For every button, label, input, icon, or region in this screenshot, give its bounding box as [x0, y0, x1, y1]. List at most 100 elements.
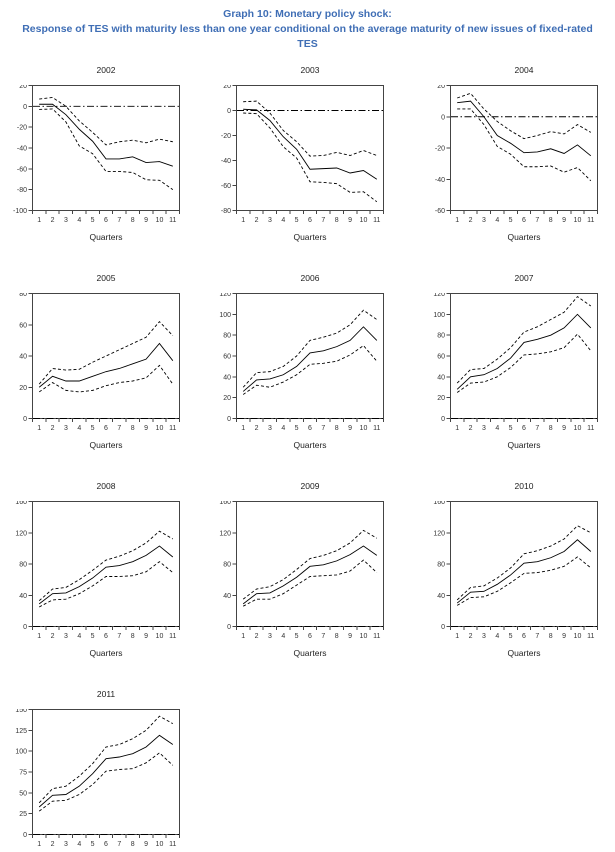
x-tick-label: 1 [455, 425, 459, 432]
plot-border [450, 501, 598, 627]
x-tick-label: 6 [522, 217, 526, 224]
x-tick-label: 11 [373, 425, 380, 432]
x-axis-label: Quarters [507, 440, 541, 450]
x-tick-label: 11 [587, 633, 594, 640]
x-tick-label: 10 [156, 841, 164, 848]
x-tick-label: 5 [509, 425, 513, 432]
x-tick-label: 10 [574, 425, 582, 432]
x-tick-label: 7 [535, 425, 539, 432]
y-tick-label: 0 [23, 104, 27, 111]
x-tick-label: 8 [131, 841, 135, 848]
y-tick-label: 160 [433, 501, 445, 506]
chart-svg-2009: 160 120 80 40 0 1 2 3 4 5 6 7 8 9 10 11 [219, 501, 384, 640]
x-tick-label: 10 [574, 633, 582, 640]
series-lower_band [457, 108, 592, 182]
x-tick-label: 2 [469, 217, 473, 224]
chart-year-title: 2011 [96, 689, 116, 699]
x-tick-label: 3 [64, 633, 68, 640]
x-tick-label: 4 [77, 217, 81, 224]
y-tick-label: 40 [437, 593, 445, 600]
y-tick-label: 120 [433, 293, 445, 298]
x-tick-label: 9 [348, 425, 352, 432]
y-tick-label: 20 [19, 85, 27, 90]
series-upper_band [456, 296, 592, 384]
x-tick-label: 2 [255, 217, 259, 224]
plot-border [32, 709, 180, 835]
plot-border [32, 85, 180, 211]
x-tick-label: 1 [241, 633, 245, 640]
x-tick-label: 11 [169, 425, 176, 432]
series-response [39, 103, 173, 167]
y-tick-label: -40 [17, 146, 27, 153]
x-tick-label: 8 [131, 217, 135, 224]
x-tick-label: 8 [335, 217, 339, 224]
x-tick-label: 10 [574, 217, 582, 224]
x-tick-label: 6 [104, 425, 108, 432]
x-tick-label: 4 [77, 633, 81, 640]
series-upper_band [457, 92, 592, 140]
y-tick-label: 0 [227, 108, 231, 115]
x-tick-label: 6 [104, 217, 108, 224]
y-tick-label: 40 [223, 374, 231, 381]
x-tick-label: 2 [469, 425, 473, 432]
y-tick-label: -20 [435, 146, 445, 153]
y-tick-label: 0 [227, 624, 231, 631]
x-tick-label: 7 [535, 217, 539, 224]
y-tick-label: 80 [19, 562, 27, 569]
x-tick-label: 8 [549, 217, 553, 224]
x-tick-label: 11 [169, 841, 176, 848]
x-tick-label: 3 [268, 633, 272, 640]
x-tick-label: 3 [482, 425, 486, 432]
y-tick-label: 0 [441, 114, 445, 121]
x-tick-label: 5 [509, 633, 513, 640]
y-tick-label: 0 [441, 416, 445, 423]
plot-border [32, 293, 180, 419]
y-tick-label: 40 [437, 374, 445, 381]
x-tick-label: 8 [549, 425, 553, 432]
chart-year-title: 2007 [514, 273, 534, 283]
x-tick-label: 10 [360, 633, 368, 640]
x-tick-label: 5 [509, 217, 513, 224]
y-tick-label: 75 [19, 770, 27, 777]
x-axis-label: Quarters [507, 232, 541, 242]
plot-border [450, 85, 598, 211]
y-tick-label: 0 [23, 416, 27, 423]
x-tick-label: 9 [144, 217, 148, 224]
x-tick-label: 4 [495, 425, 499, 432]
x-tick-label: 7 [535, 633, 539, 640]
x-tick-label: 4 [495, 633, 499, 640]
series-lower_band [456, 556, 592, 606]
x-axis-label: Quarters [89, 440, 123, 450]
series-response [242, 326, 378, 392]
x-tick-label: 9 [144, 425, 148, 432]
x-tick-label: 5 [91, 841, 95, 848]
chart-panel-2004: 2004 20 0 -20 -40 -60 1 2 3 4 5 6 7 8 9 10 11 Quarters [418, 62, 615, 254]
chart-svg-2004: 20 0 -20 -40 -60 1 2 3 4 5 6 7 8 9 10 11 [435, 85, 598, 224]
x-axis-label: Quarters [89, 232, 123, 242]
x-tick-label: 1 [37, 841, 41, 848]
y-tick-label: -80 [17, 187, 27, 194]
x-tick-label: 7 [321, 425, 325, 432]
chart-panel-2008: 2008 160 120 80 40 0 1 2 3 4 5 6 7 8 9 10 11 Quarters [0, 478, 205, 670]
y-tick-label: 80 [437, 333, 445, 340]
series-lower_band [38, 364, 174, 393]
figure-title: Graph 10: Monetary policy shock: Respons… [0, 7, 615, 52]
x-tick-label: 6 [308, 633, 312, 640]
y-tick-label: -100 [13, 208, 27, 215]
y-tick-label: 150 [15, 709, 27, 714]
x-tick-label: 3 [482, 633, 486, 640]
x-tick-label: 6 [522, 633, 526, 640]
series-lower_band [39, 108, 174, 191]
x-tick-label: 7 [321, 633, 325, 640]
y-tick-label: 0 [441, 624, 445, 631]
y-tick-label: 40 [223, 593, 231, 600]
x-tick-label: 2 [51, 633, 55, 640]
y-tick-label: 80 [223, 333, 231, 340]
x-tick-label: 9 [562, 633, 566, 640]
chart-year-title: 2006 [300, 273, 320, 283]
x-axis-label: Quarters [293, 440, 327, 450]
x-tick-label: 11 [373, 633, 380, 640]
y-tick-label: 120 [433, 530, 445, 537]
x-tick-label: 1 [241, 425, 245, 432]
